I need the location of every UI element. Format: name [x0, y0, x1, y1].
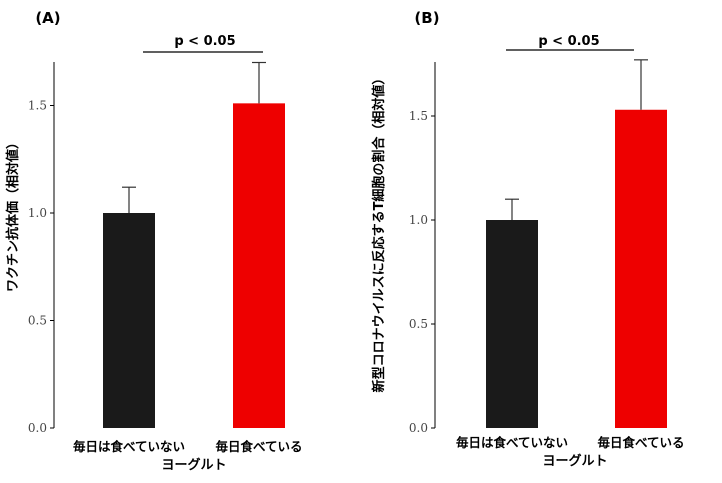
- y-tick-label: 0.0: [28, 421, 47, 435]
- bar: [103, 213, 155, 428]
- bar: [486, 220, 538, 428]
- chart-panel-b: (B) 新型コロナウイルスに反応するT細胞の割合（相対値） ヨーグルト 0.00…: [371, 9, 685, 469]
- x-tick-label: 毎日は食べていない: [456, 435, 568, 450]
- y-tick-label: 1.5: [28, 99, 47, 113]
- bar: [615, 109, 667, 428]
- x-tick-label: 毎日は食べていない: [73, 439, 185, 454]
- y-tick-label: 0.5: [28, 314, 47, 328]
- x-tick-label: 毎日食べている: [215, 439, 302, 454]
- significance-label: p < 0.05: [538, 34, 599, 49]
- significance-bracket: p < 0.05: [143, 34, 263, 53]
- y-tick-label: 0.0: [409, 421, 428, 435]
- y-tick-label: 1.0: [28, 206, 47, 220]
- x-axis-label: ヨーグルト: [542, 453, 607, 469]
- x-tick-label: 毎日食べている: [597, 435, 684, 450]
- bars: 毎日は食べていない 毎日食べている: [73, 61, 303, 454]
- panel-label: (B): [414, 9, 439, 27]
- y-tick-label: 1.0: [409, 213, 428, 227]
- y-axis-label: 新型コロナウイルスに反応するT細胞の割合（相対値）: [371, 72, 387, 393]
- bars: 毎日は食べていない 毎日食べている: [456, 59, 685, 450]
- significance-label: p < 0.05: [174, 34, 235, 49]
- y-ticks: 0.0 0.5 1.0 1.5: [409, 109, 435, 435]
- significance-bracket: p < 0.05: [506, 34, 634, 51]
- y-tick-label: 0.5: [409, 317, 428, 331]
- y-ticks: 0.0 0.5 1.0 1.5: [28, 99, 54, 435]
- panel-label: (A): [35, 9, 60, 27]
- y-axis-label: ワクチン抗体価（相対値）: [5, 136, 21, 292]
- y-tick-label: 1.5: [409, 109, 428, 123]
- x-axis-label: ヨーグルト: [161, 457, 226, 473]
- chart-panel-a: (A) ワクチン抗体価（相対値） ヨーグルト 0.0 0.5 1.0 1.5 毎日は食…: [5, 9, 303, 473]
- bar: [233, 103, 285, 428]
